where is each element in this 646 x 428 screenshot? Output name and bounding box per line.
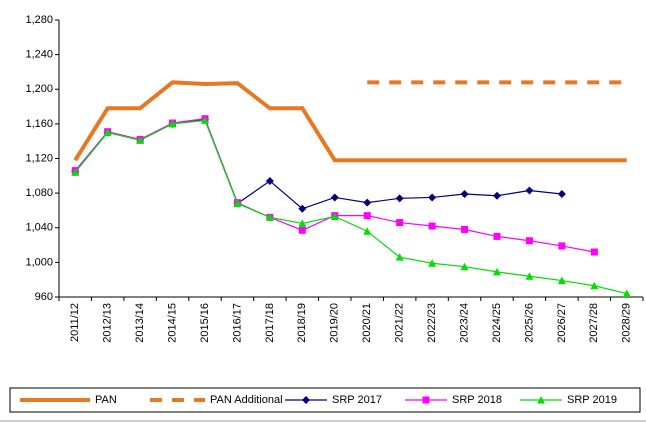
point [428,222,436,230]
y-tick-label: 1,160 [25,118,53,130]
point [71,168,80,176]
x-tick-label: 2013/14 [134,303,146,343]
point [590,248,598,256]
point [233,199,242,208]
point [525,272,534,280]
y-tick-label: 1,040 [25,222,53,234]
x-tick-label: 2025/26 [523,303,535,343]
x-tick-label: 2020/21 [361,303,373,343]
point [428,259,437,267]
legend-label: PAN [95,394,117,406]
y-tick-label: 1,280 [25,14,53,26]
point [395,253,404,261]
point [363,212,371,220]
point [422,396,430,404]
point [622,289,631,298]
y-tick-label: 1,080 [25,187,53,199]
x-tick-label: 2017/18 [264,303,276,343]
point [493,267,501,276]
x-tick-label: 2011/12 [69,303,81,342]
legend-label: SRP 2019 [567,394,617,406]
x-tick-label: 2022/23 [426,303,438,343]
point [363,227,372,235]
point [590,281,599,290]
point [298,226,306,234]
y-tick-label: 1,120 [25,152,53,164]
point [537,396,545,404]
y-tick-label: 1,240 [25,49,53,61]
point [298,204,307,213]
point [168,119,177,128]
x-tick-label: 2016/17 [231,303,243,343]
point [330,193,339,202]
point [557,276,566,285]
series-line [74,118,595,253]
point [493,232,501,240]
point [330,212,339,220]
legend-label: SRP 2018 [452,394,502,406]
point [525,237,533,245]
legend-box [9,387,641,413]
legend-label: PAN Additional [210,394,283,406]
legend-label: SRP 2017 [332,394,382,406]
point [103,128,112,137]
series-line [73,80,627,163]
x-tick-label: 2014/15 [166,303,178,343]
x-tick-label: 2027/28 [588,303,600,343]
x-tick-label: 2012/13 [102,303,114,343]
point [395,194,404,203]
point [265,213,274,221]
y-tick-label: 1,200 [25,83,53,95]
point [460,262,469,271]
x-tick-label: 2026/27 [556,303,568,343]
point [557,189,566,198]
x-tick-label: 2019/20 [329,303,341,343]
x-tick-label: 2028/29 [621,303,633,343]
point [493,191,501,200]
point [558,242,566,250]
y-tick-label: 960 [35,291,53,303]
point [461,225,469,233]
point [396,219,404,227]
x-tick-label: 2015/16 [199,303,211,343]
point [298,219,307,227]
x-tick-label: 2018/19 [296,303,308,343]
point [201,116,209,124]
point [428,193,437,202]
y-tick-label: 1,000 [25,256,53,268]
x-tick-label: 2024/25 [491,303,503,343]
x-tick-label: 2023/24 [458,303,470,343]
point [525,186,534,195]
point [265,177,274,186]
x-tick-label: 2021/22 [394,303,406,343]
point [363,198,372,207]
series-line [74,119,627,295]
point [136,136,145,144]
point [460,189,469,198]
point [302,396,310,404]
